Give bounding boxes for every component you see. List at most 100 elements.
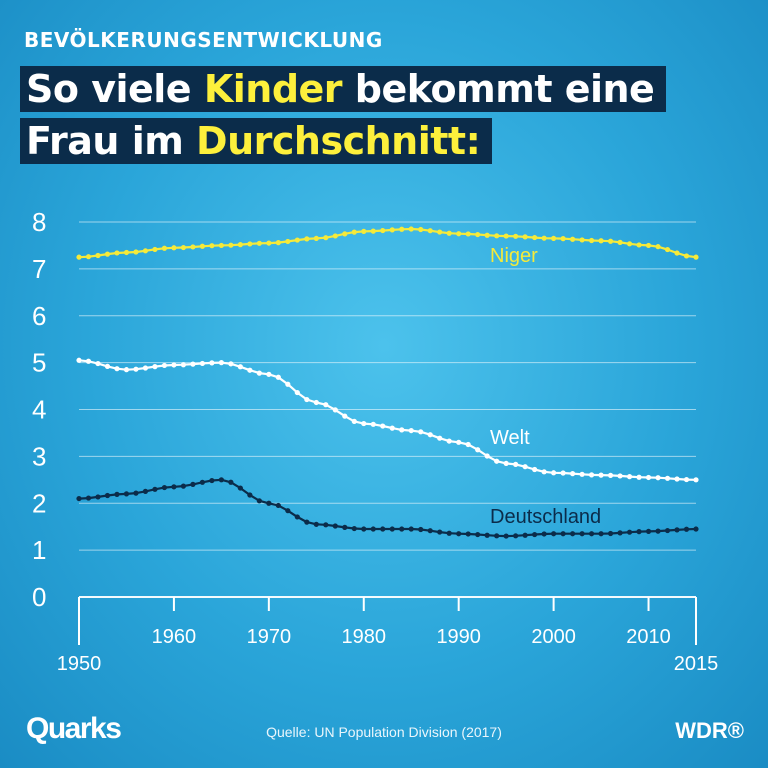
- data-point: [190, 481, 196, 487]
- y-tick-label: 6: [32, 301, 46, 331]
- data-point: [522, 234, 528, 240]
- data-point: [484, 532, 490, 538]
- data-point: [427, 432, 433, 438]
- data-point: [180, 244, 187, 251]
- series-deutschland: [76, 477, 699, 539]
- data-point: [256, 240, 262, 246]
- data-point: [361, 228, 367, 234]
- data-point: [579, 471, 585, 477]
- x-tick-label: 1960: [152, 626, 197, 648]
- data-point: [133, 249, 139, 255]
- data-point: [399, 226, 405, 232]
- data-point: [551, 531, 557, 537]
- data-point: [541, 235, 547, 241]
- data-point: [218, 360, 224, 366]
- data-point: [237, 364, 243, 370]
- y-tick-label: 2: [32, 488, 46, 518]
- data-point: [361, 526, 367, 532]
- series-line: [78, 478, 697, 538]
- data-point: [389, 425, 395, 431]
- data-point: [95, 252, 101, 259]
- data-point: [304, 236, 310, 242]
- x-tick-label: 1990: [436, 626, 481, 648]
- data-point: [161, 362, 168, 369]
- data-point: [256, 498, 262, 504]
- data-point: [218, 242, 224, 249]
- x-tick-label: 2015: [674, 653, 719, 675]
- data-point: [532, 531, 538, 538]
- data-point: [142, 365, 149, 371]
- data-point: [266, 371, 272, 377]
- title-text: bekommt eine: [342, 67, 655, 111]
- data-point: [370, 421, 376, 427]
- data-point: [494, 458, 500, 464]
- data-point: [446, 230, 452, 236]
- data-point: [465, 231, 471, 237]
- data-point: [247, 241, 253, 247]
- data-point: [275, 240, 281, 246]
- data-point: [190, 244, 196, 250]
- data-point: [399, 526, 405, 532]
- data-point: [683, 253, 690, 259]
- data-point: [484, 453, 490, 459]
- data-point: [380, 227, 386, 234]
- data-point: [323, 235, 329, 241]
- data-point: [522, 532, 528, 538]
- data-point: [275, 502, 281, 509]
- series-label: Deutschland: [490, 506, 601, 528]
- data-point: [351, 525, 357, 532]
- data-point: [617, 473, 623, 479]
- data-point: [323, 402, 329, 408]
- data-point: [456, 439, 462, 445]
- data-point: [180, 362, 187, 368]
- data-point: [294, 514, 300, 520]
- data-point: [475, 231, 481, 238]
- data-point: [645, 242, 652, 249]
- data-point: [95, 360, 101, 367]
- data-point: [209, 360, 215, 366]
- data-point: [427, 528, 433, 534]
- y-tick-label: 5: [32, 348, 46, 378]
- data-point: [399, 427, 405, 433]
- title-text: Frau im: [26, 119, 197, 163]
- data-point: [636, 529, 642, 535]
- data-point: [389, 227, 395, 233]
- data-point: [228, 242, 234, 248]
- data-point: [494, 233, 500, 239]
- data-point: [607, 530, 614, 537]
- data-point: [437, 229, 443, 235]
- data-point: [446, 438, 452, 444]
- data-point: [617, 530, 623, 536]
- data-point: [503, 460, 509, 467]
- data-point: [237, 242, 243, 248]
- data-point: [294, 389, 300, 396]
- data-point: [209, 477, 215, 484]
- data-point: [95, 494, 101, 500]
- data-point: [104, 492, 111, 499]
- data-point: [674, 250, 680, 256]
- data-point: [133, 490, 139, 496]
- data-point: [418, 226, 424, 233]
- data-point: [313, 235, 319, 242]
- data-point: [551, 470, 557, 476]
- data-point: [285, 508, 291, 514]
- data-point: [152, 246, 158, 253]
- data-point: [408, 427, 414, 434]
- data-point: [494, 533, 500, 539]
- data-point: [304, 519, 310, 525]
- data-point: [218, 477, 224, 483]
- data-point: [579, 531, 585, 537]
- data-point: [76, 254, 82, 260]
- data-point: [171, 362, 177, 368]
- data-point: [465, 441, 471, 448]
- data-point: [180, 483, 187, 489]
- data-point: [664, 475, 671, 481]
- data-point: [152, 364, 158, 370]
- x-tick-label: 1950: [57, 653, 102, 675]
- data-point: [123, 249, 130, 256]
- data-point: [607, 238, 614, 244]
- data-point: [142, 248, 149, 254]
- data-point: [456, 231, 462, 237]
- data-point: [418, 526, 424, 533]
- data-point: [104, 363, 111, 369]
